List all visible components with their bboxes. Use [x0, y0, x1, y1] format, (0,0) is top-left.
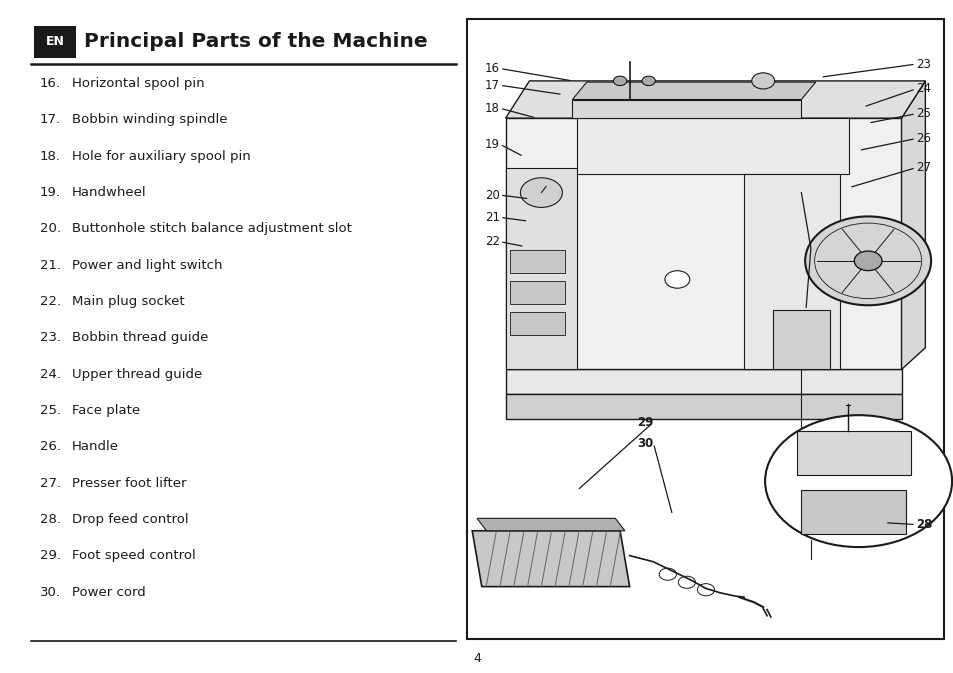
Text: Power cord: Power cord [71, 586, 145, 599]
Text: 25.: 25. [40, 404, 61, 417]
Text: 21: 21 [484, 211, 499, 224]
Text: Presser foot lifter: Presser foot lifter [71, 476, 186, 490]
Text: 26.: 26. [40, 440, 61, 454]
Text: Hole for auxiliary spool pin: Hole for auxiliary spool pin [71, 149, 250, 163]
Text: 18: 18 [484, 102, 499, 114]
Text: 19.: 19. [40, 186, 61, 199]
Text: 23: 23 [915, 58, 930, 71]
Text: 29: 29 [637, 416, 653, 429]
Text: Upper thread guide: Upper thread guide [71, 367, 202, 381]
Text: EN: EN [46, 35, 65, 48]
Polygon shape [801, 491, 905, 534]
Text: 27: 27 [915, 162, 930, 174]
Text: 18.: 18. [40, 149, 61, 163]
Circle shape [804, 217, 930, 306]
Polygon shape [743, 174, 839, 369]
Text: 21.: 21. [40, 258, 61, 272]
Text: 20: 20 [484, 188, 499, 202]
Polygon shape [505, 369, 901, 394]
Text: Power and light switch: Power and light switch [71, 258, 222, 272]
Text: 4: 4 [473, 651, 480, 665]
Text: Face plate: Face plate [71, 404, 139, 417]
Text: 19: 19 [484, 138, 499, 151]
Text: Bobbin winding spindle: Bobbin winding spindle [71, 113, 227, 127]
Circle shape [641, 76, 655, 85]
Text: 30.: 30. [40, 586, 61, 599]
Text: 23.: 23. [40, 331, 61, 345]
Text: 24.: 24. [40, 367, 61, 381]
Polygon shape [505, 81, 924, 118]
Text: 17.: 17. [40, 113, 61, 127]
Text: 28.: 28. [40, 513, 61, 526]
Text: 25: 25 [915, 107, 930, 120]
Polygon shape [505, 394, 901, 419]
Bar [510, 281, 564, 304]
Circle shape [751, 73, 774, 89]
Text: 26: 26 [915, 132, 930, 145]
Text: 27.: 27. [40, 476, 61, 490]
Text: Handwheel: Handwheel [71, 186, 146, 199]
Text: Main plug socket: Main plug socket [71, 295, 184, 308]
Bar [510, 250, 564, 273]
Polygon shape [505, 118, 901, 369]
Circle shape [853, 251, 882, 271]
FancyBboxPatch shape [34, 26, 76, 58]
Text: 28: 28 [915, 518, 931, 531]
Text: 17: 17 [484, 79, 499, 92]
Text: Drop feed control: Drop feed control [71, 513, 188, 526]
Circle shape [764, 415, 951, 547]
Text: Buttonhole stitch balance adjustment slot: Buttonhole stitch balance adjustment slo… [71, 222, 351, 236]
Text: 20.: 20. [40, 222, 61, 236]
Text: 29.: 29. [40, 549, 61, 563]
Polygon shape [476, 518, 624, 531]
Text: 22: 22 [484, 235, 499, 248]
Polygon shape [472, 531, 629, 587]
Polygon shape [796, 431, 910, 475]
Text: 22.: 22. [40, 295, 61, 308]
Text: 16.: 16. [40, 77, 61, 90]
Bar [510, 312, 564, 335]
Polygon shape [572, 100, 801, 118]
Circle shape [613, 76, 626, 85]
Text: Principal Parts of the Machine: Principal Parts of the Machine [84, 32, 427, 51]
Polygon shape [505, 168, 577, 369]
Text: 24: 24 [915, 83, 930, 96]
Text: Handle: Handle [71, 440, 118, 454]
Polygon shape [577, 118, 848, 174]
Text: 16: 16 [484, 62, 499, 75]
Text: Horizontal spool pin: Horizontal spool pin [71, 77, 204, 90]
Polygon shape [901, 81, 924, 369]
Circle shape [664, 271, 689, 288]
Text: 30: 30 [637, 437, 653, 450]
Text: Bobbin thread guide: Bobbin thread guide [71, 331, 208, 345]
Polygon shape [572, 82, 815, 100]
FancyBboxPatch shape [467, 19, 943, 639]
Text: Foot speed control: Foot speed control [71, 549, 195, 563]
Polygon shape [772, 310, 829, 369]
Circle shape [520, 178, 561, 207]
